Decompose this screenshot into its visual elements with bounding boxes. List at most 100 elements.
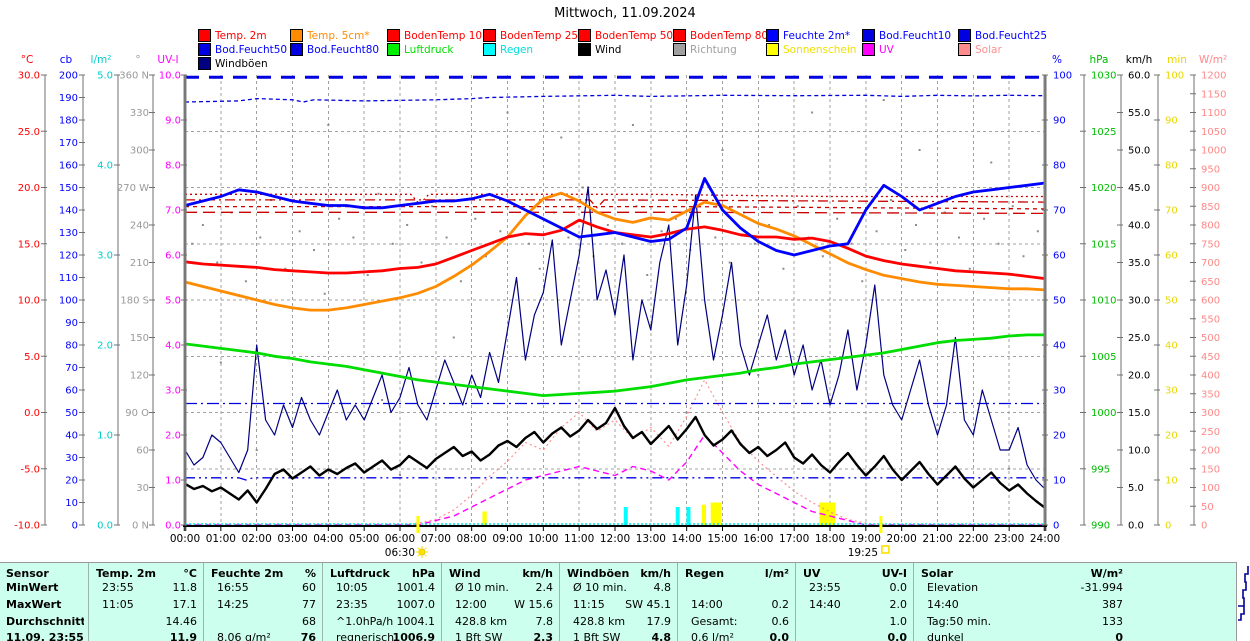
wind-direction-dot xyxy=(968,267,971,270)
bod-feucht25-swatch-icon xyxy=(958,29,971,42)
stat-info: 1 Bft SW xyxy=(573,631,621,641)
axis-label-w-m2: 1150 xyxy=(1201,89,1226,100)
axis-label-l-m2: 3.0 xyxy=(97,251,113,262)
stat-info: 0.6 l/m² xyxy=(691,631,734,641)
table-header-Wind: Wind xyxy=(449,567,481,580)
axis-label-min: 70 xyxy=(1165,206,1178,217)
wind-direction-dot xyxy=(850,242,853,245)
bodentemp-25-swatch-icon xyxy=(483,29,496,42)
axis-label-percent: 80 xyxy=(1053,161,1066,172)
axis-label-l-m2: 2.0 xyxy=(97,341,113,352)
legend-item-bod-feucht80: Bod.Feucht80 xyxy=(290,43,379,56)
table-header-UV: UV xyxy=(803,567,821,580)
legend-item-regen: Regen xyxy=(483,43,533,56)
x-axis-label: 11:00 xyxy=(564,533,594,545)
wind-direction-dot xyxy=(889,199,892,201)
x-axis-label: 17:00 xyxy=(779,533,809,545)
stat-value: 77 xyxy=(302,598,316,611)
axis-label-percent: 10 xyxy=(1053,476,1066,487)
axis-label-kmh: 45.0 xyxy=(1128,183,1150,194)
x-axis-label: 22:00 xyxy=(958,533,988,545)
legend-item-solar: Solar xyxy=(958,43,1002,56)
axis-label-cb: 140 xyxy=(59,206,78,217)
x-axis-label: 24:00 xyxy=(1030,533,1060,545)
axis-label-l-m2: 0.0 xyxy=(97,521,113,532)
x-axis-label: 08:00 xyxy=(457,533,487,545)
bodentemp-10-swatch-icon xyxy=(387,29,400,42)
x-axis-label: 05:00 xyxy=(349,533,379,545)
sunset-square-icon xyxy=(881,545,890,554)
stat-info: 11:05 xyxy=(102,598,134,611)
axis-label-uv-i: 0.0 xyxy=(165,521,181,532)
wind-direction-dot xyxy=(621,242,624,245)
wind-direction-dot xyxy=(567,236,570,239)
axis-label-uv-i: 2.0 xyxy=(165,431,181,442)
table-divider xyxy=(203,563,204,641)
stat-value: 11.9 xyxy=(169,631,197,641)
bodentemp-10-line xyxy=(185,193,1045,206)
axis-label-richtung-deg: 180 S xyxy=(120,296,149,307)
axis-label-w-m2: 350 xyxy=(1201,389,1220,400)
wind-direction-dot xyxy=(381,399,384,401)
axis-label-w-m2: 500 xyxy=(1201,333,1220,344)
table-header-unit: km/h xyxy=(640,567,671,580)
axis-label-w-m2: 100 xyxy=(1201,483,1220,494)
legend-item-bod-feucht50: Bod.Feucht50 xyxy=(198,43,287,56)
stat-value: 2.4 xyxy=(535,581,554,594)
table-header-unit: W/m² xyxy=(1090,567,1123,580)
wind-direction-dot xyxy=(753,242,756,245)
bodentemp-80-swatch-icon xyxy=(673,29,686,42)
wind-direction-dot xyxy=(997,242,1000,245)
stat-value: 17.9 xyxy=(646,615,672,628)
axis-label-richtung-deg: 60 xyxy=(136,446,149,457)
axis-label-w-m2: 1100 xyxy=(1201,108,1226,119)
table-header-unit: km/h xyxy=(522,567,553,580)
stat-info: 14:25 xyxy=(217,598,249,611)
bod-feucht80-swatch-icon xyxy=(290,43,303,56)
sunshine-bar xyxy=(482,511,487,525)
x-axis-label: 04:00 xyxy=(313,533,343,545)
stat-value: SW 45.1 xyxy=(625,598,671,611)
axis-label-cb: 50 xyxy=(65,408,78,419)
wind-direction-dot xyxy=(560,136,563,139)
bodentemp-80-line xyxy=(185,211,1046,215)
axis-label-hpa: 1005 xyxy=(1091,352,1116,363)
axis-label-uv-i: 7.0 xyxy=(165,206,181,217)
wind-direction-dot xyxy=(990,161,993,164)
wind-direction-dot xyxy=(506,111,509,114)
legend-label: Bod.Feucht25 xyxy=(975,29,1048,42)
axis-label-hpa: 990 xyxy=(1091,521,1110,532)
stat-info: 16:55 xyxy=(217,581,249,594)
axis-label-percent: 50 xyxy=(1053,296,1066,307)
table-header-unit: hPa xyxy=(411,567,435,580)
wind-direction-dot xyxy=(244,280,247,283)
wind-direction-dot xyxy=(216,261,219,264)
legend-item-windboeen: Windböen xyxy=(198,57,268,70)
axis-label-percent: 30 xyxy=(1053,386,1066,397)
wind-direction-dot xyxy=(366,274,369,276)
axis-label-hpa: 1020 xyxy=(1091,183,1116,194)
x-axis-label: 13:00 xyxy=(636,533,666,545)
axis-label-w-m2: 1200 xyxy=(1201,71,1226,82)
axis-label-richtung-deg: 240 xyxy=(130,221,149,232)
legend-item-bodentemp-10: BodenTemp 10 xyxy=(387,29,482,42)
axis-label-w-m2: 650 xyxy=(1201,277,1220,288)
axis-label-cb: 100 xyxy=(59,296,78,307)
axis-label-percent: 60 xyxy=(1053,251,1066,262)
axis-label-uv-i: 3.0 xyxy=(165,386,181,397)
axis-label-cb: 80 xyxy=(65,341,78,352)
stat-value: 1007.0 xyxy=(396,598,436,611)
wind-direction-dot xyxy=(452,336,455,339)
wind-direction-dot xyxy=(327,124,330,126)
x-axis-label: 02:00 xyxy=(242,533,272,545)
wind-direction-dot xyxy=(313,249,315,251)
axis-label-cb: 0 xyxy=(72,521,78,532)
table-divider xyxy=(441,563,442,641)
axis-label-percent: 40 xyxy=(1053,341,1066,352)
axis-label-w-m2: 700 xyxy=(1201,258,1220,269)
axis-label-cb: 130 xyxy=(59,228,78,239)
axis-label-cb: 200 xyxy=(59,71,78,82)
axis-label-hpa: 995 xyxy=(1091,464,1110,475)
axis-label-richtung-deg: 90 O xyxy=(125,408,149,419)
stat-info: 14:00 xyxy=(691,598,723,611)
